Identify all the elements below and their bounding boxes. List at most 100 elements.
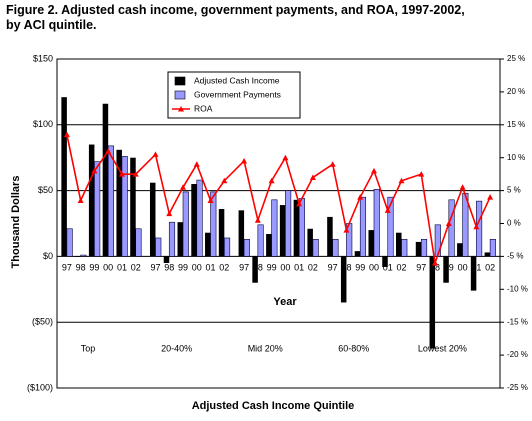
bar (327, 216, 333, 257)
x-tick-label: 00 (192, 262, 202, 272)
y2-tick-label: -20 % (507, 350, 528, 359)
roa-marker (282, 154, 289, 161)
bar (457, 243, 463, 257)
y2-tick-label: 10 % (507, 153, 525, 162)
roa-marker (241, 157, 248, 164)
bar (257, 224, 264, 257)
roa-marker (418, 171, 425, 177)
bar (489, 238, 496, 257)
x-tick-label: 00 (369, 262, 379, 272)
bar (224, 237, 231, 257)
bar (312, 238, 319, 257)
y-tick-label: ($100) (27, 382, 53, 392)
bar (359, 196, 367, 257)
legend-box (167, 71, 301, 119)
y-tick-label: $50 (38, 185, 53, 195)
bar (61, 97, 67, 257)
bar (332, 238, 339, 257)
roa-marker (180, 184, 187, 190)
legend-label: Government Payments (194, 89, 281, 99)
bar (382, 256, 388, 267)
y2-tick-label: 20 % (507, 87, 525, 96)
bar (149, 182, 156, 257)
roa-marker (357, 194, 364, 200)
roa-marker (221, 177, 228, 184)
bar (182, 191, 189, 257)
x-tick-label: 97 (328, 262, 338, 272)
y2-tick-label: -25 % (507, 383, 528, 392)
roa-marker (118, 171, 125, 177)
y2-tick-label: -10 % (507, 284, 528, 293)
x-tick-label: 01 (117, 262, 127, 272)
roa-marker (432, 259, 439, 266)
bar (298, 198, 305, 257)
x-tick-label: 02 (131, 262, 141, 272)
bar (121, 156, 128, 257)
bar (75, 256, 81, 257)
bar (396, 232, 402, 257)
x-tick-label: 01 (471, 262, 481, 272)
bar (116, 149, 122, 257)
bar (279, 205, 286, 257)
bar (191, 184, 197, 257)
bar (271, 199, 278, 257)
bar (401, 238, 408, 257)
bar (470, 256, 477, 291)
bar (196, 179, 203, 257)
bar (307, 228, 313, 257)
legend-swatch (174, 76, 186, 86)
y-axis-title: Thousand Dollars (10, 176, 22, 269)
roa-marker (132, 171, 139, 177)
x-tick-label: 02 (219, 262, 229, 272)
roa-marker (296, 200, 303, 207)
bar (293, 199, 300, 257)
roa-marker (309, 174, 316, 180)
bar (94, 161, 101, 257)
y2-tick-label: 0 % (507, 219, 521, 228)
x-tick-label: 00 (103, 262, 113, 272)
y2-tick-label: -15 % (507, 317, 528, 326)
y2-tick-label: 15 % (507, 120, 525, 129)
y-tick-label: ($50) (32, 317, 53, 327)
roa-marker (193, 161, 200, 167)
x-tick-label: 98 (164, 262, 174, 272)
legend-swatch (178, 106, 184, 112)
legend-label: Adjusted Cash Income (194, 75, 280, 85)
x-tick-label: 99 (89, 262, 99, 272)
bar (177, 222, 184, 257)
roa-marker (254, 217, 261, 223)
roa-marker (473, 223, 480, 230)
bar (238, 210, 245, 257)
roa-marker (445, 220, 452, 226)
bar (88, 144, 95, 257)
bar (415, 241, 422, 257)
bar (285, 190, 292, 257)
bar (420, 238, 428, 257)
y2-tick-label: -5 % (507, 252, 523, 261)
x-tick-label: 01 (206, 262, 216, 272)
bar (107, 145, 114, 257)
roa-marker (152, 151, 159, 157)
x-tick-label: 02 (485, 262, 495, 272)
x-tick-label: 02 (397, 262, 407, 272)
bar (130, 157, 136, 257)
roa-marker (398, 177, 405, 184)
bar (387, 196, 394, 257)
x-tick-label: 97 (239, 262, 249, 272)
bar (373, 188, 380, 257)
bar (368, 230, 374, 257)
x-tick-label: 97 (150, 262, 160, 272)
bar (266, 234, 272, 257)
bar (135, 228, 142, 257)
y-tick-label: $150 (33, 53, 53, 63)
group-label: 60-80% (338, 343, 369, 353)
bar (102, 103, 109, 257)
bar (484, 252, 491, 257)
group-label: Lowest 20% (418, 343, 467, 353)
bar (66, 228, 73, 257)
group-axis-title: Adjusted Cash Income Quintile (192, 400, 355, 412)
x-tick-label: 97 (62, 262, 72, 272)
x-tick-label: 98 (341, 262, 351, 272)
